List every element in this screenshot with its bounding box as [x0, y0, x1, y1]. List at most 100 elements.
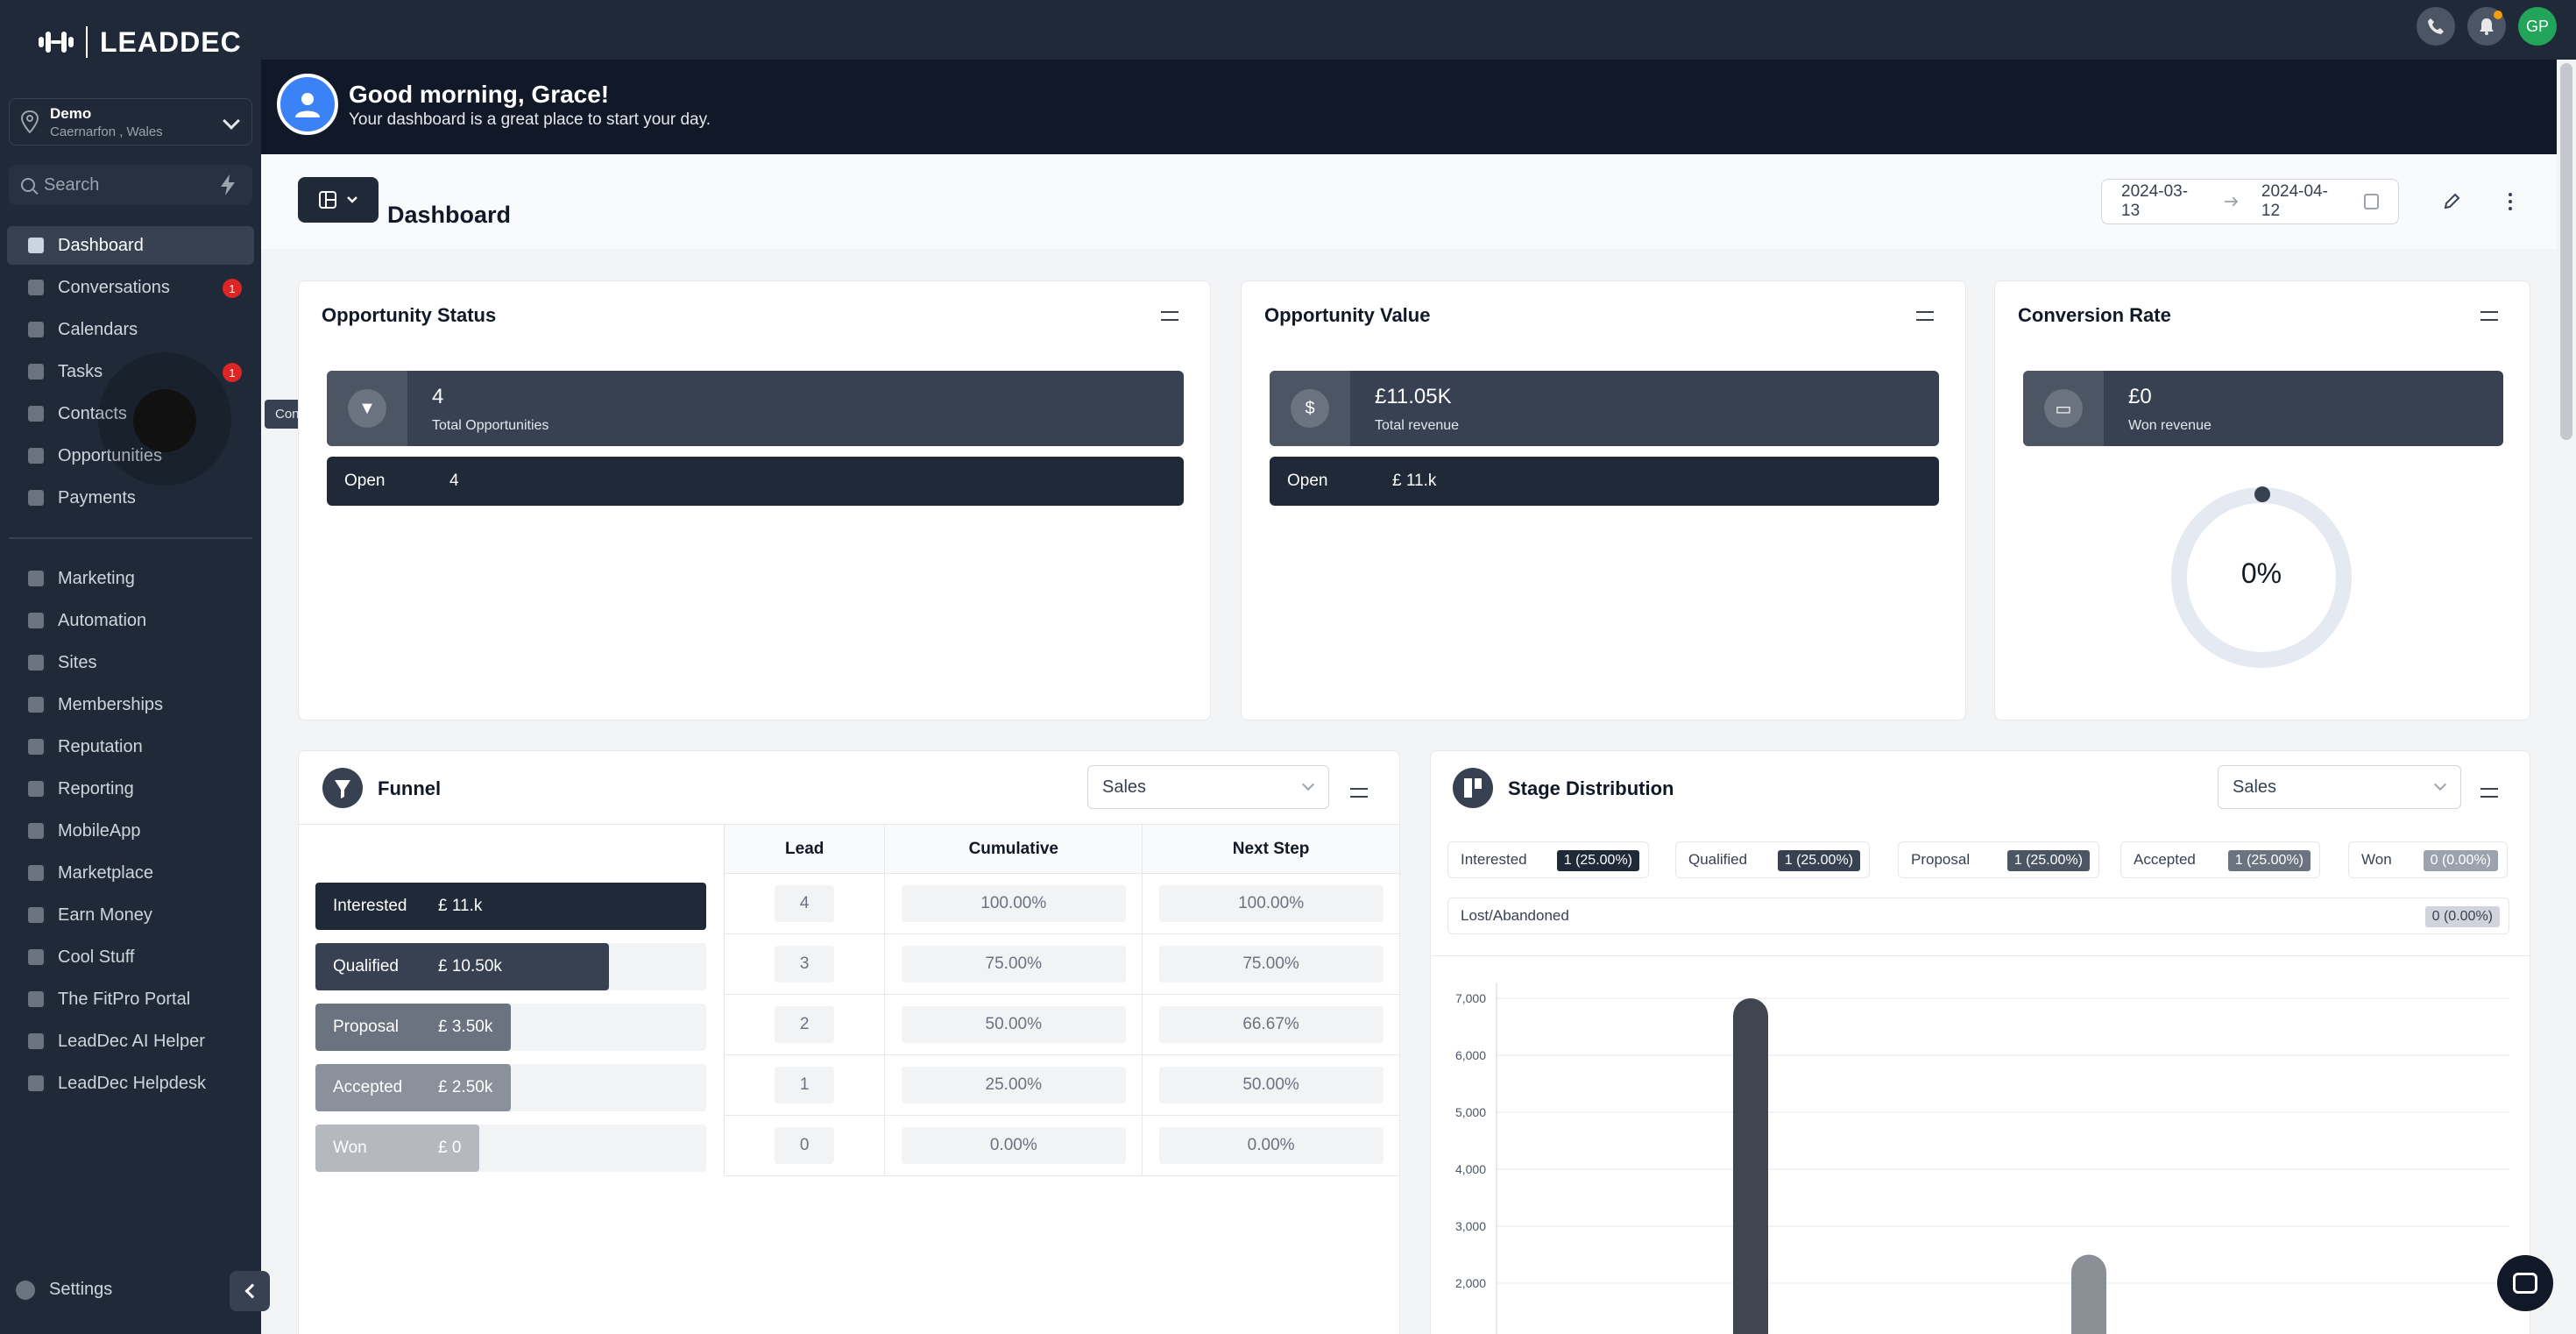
sidebar-item-the-fitpro-portal[interactable]: The FitPro Portal — [7, 980, 254, 1018]
sidebar-item-label: Dashboard — [58, 235, 144, 255]
funnel-icon: ▼ — [348, 389, 386, 428]
row-label: Open — [344, 472, 386, 490]
filter-icon[interactable] — [2480, 311, 2498, 323]
chart-bar[interactable] — [1733, 998, 1768, 1334]
filter-icon[interactable] — [2480, 788, 2498, 800]
mobileapp-icon — [28, 823, 44, 839]
edit-dashboard-button[interactable] — [2436, 186, 2467, 217]
scrollbar-thumb[interactable] — [2560, 63, 2572, 440]
sidebar-item-label: Contacts — [58, 403, 127, 423]
earn-money-icon — [28, 907, 44, 923]
stage-chip-interested[interactable]: Interested 1 (25.00%) — [1447, 841, 1649, 878]
notifications-button[interactable] — [2467, 7, 2506, 46]
sidebar-item-tasks[interactable]: Tasks 1 — [7, 352, 254, 391]
filter-icon[interactable] — [1350, 788, 1368, 800]
chart-bar[interactable] — [2071, 1254, 2106, 1334]
card-title: Stage Distribution — [1508, 777, 1674, 799]
dot-icon — [2509, 207, 2512, 210]
chevron-down-icon — [347, 196, 357, 203]
row-label: Open — [1287, 472, 1328, 490]
sidebar-item-sites[interactable]: Sites — [7, 643, 254, 682]
funnel-bar-proposal[interactable]: Proposal £ 3.50k — [315, 1004, 511, 1051]
collapse-sidebar-button[interactable] — [230, 1271, 270, 1311]
sidebar-item-calendars[interactable]: Calendars — [7, 310, 254, 349]
sidebar-item-mobileapp[interactable]: MobileApp — [7, 812, 254, 850]
sidebar-item-marketing[interactable]: Marketing — [7, 559, 254, 598]
sidebar-item-settings[interactable]: Settings — [16, 1280, 112, 1300]
row-value: £ 11.k — [1392, 472, 1437, 490]
location-switcher[interactable]: Demo Caernarfon , Wales — [9, 98, 252, 145]
brand-logo[interactable]: LEADDEC — [39, 25, 242, 60]
funnel-icon — [322, 768, 363, 808]
sidebar-item-contacts[interactable]: Contacts — [7, 394, 254, 433]
secondary-nav: Marketing Automation Sites Memberships Reput… — [7, 559, 254, 1106]
stage-chip-accepted[interactable]: Accepted 1 (25.00%) — [2120, 841, 2320, 878]
filter-icon[interactable] — [1916, 311, 1934, 323]
funnel-pipeline-select[interactable]: Sales — [1087, 765, 1329, 809]
column-header-next-step: Next Step — [1142, 824, 1400, 874]
sidebar-item-leaddec-helpdesk[interactable]: LeadDec Helpdesk — [7, 1064, 254, 1103]
date-from[interactable]: 2024-03-13 — [2121, 182, 2189, 220]
phone-button[interactable] — [2417, 7, 2455, 46]
sidebar-item-automation[interactable]: Automation — [7, 601, 254, 640]
sidebar-item-label: Earn Money — [58, 905, 152, 925]
phone-icon — [2428, 18, 2444, 34]
table-cell-lead: 1 — [723, 1054, 886, 1116]
stage-name: Qualified — [333, 957, 399, 976]
sidebar-item-leaddec-ai-helper[interactable]: LeadDec AI Helper — [7, 1022, 254, 1061]
stage-name: Proposal — [333, 1018, 399, 1036]
funnel-bar-won[interactable]: Won £ 0 — [315, 1125, 479, 1172]
chip-label: Accepted — [2134, 851, 2196, 868]
sidebar-item-earn-money[interactable]: Earn Money — [7, 896, 254, 934]
stage-name: Interested — [333, 897, 407, 915]
sidebar-item-dashboard[interactable]: Dashboard — [7, 226, 254, 265]
sidebar-item-memberships[interactable]: Memberships — [7, 685, 254, 724]
stage-name: Won — [333, 1139, 367, 1157]
filter-icon[interactable] — [1161, 311, 1178, 323]
sidebar-item-marketplace[interactable]: Marketplace — [7, 854, 254, 892]
sidebar-item-payments[interactable]: Payments — [7, 479, 254, 517]
open-opportunities-row[interactable]: Open 4 — [327, 457, 1184, 506]
leaddec-helpdesk-icon — [28, 1075, 44, 1091]
lead-value: 1 — [775, 1067, 835, 1103]
user-avatar[interactable]: GP — [2518, 7, 2557, 46]
pencil-icon — [2444, 193, 2460, 209]
next-value: 0.00% — [1158, 1127, 1384, 1164]
chat-widget-button[interactable] — [2497, 1255, 2553, 1311]
sidebar-item-cool-stuff[interactable]: Cool Stuff — [7, 938, 254, 976]
stage-chip-proposal[interactable]: Proposal 1 (25.00%) — [1898, 841, 2099, 878]
cumulative-value: 100.00% — [901, 885, 1126, 922]
date-to[interactable]: 2024-04-12 — [2261, 182, 2328, 220]
layout-switcher-button[interactable] — [298, 177, 379, 223]
card-title: Opportunity Status — [322, 304, 497, 326]
sidebar-item-label: Marketing — [58, 568, 135, 588]
table-row: 2 50.00% 66.67% — [723, 994, 1400, 1055]
open-value-row[interactable]: Open £ 11.k — [1270, 457, 1939, 506]
select-value: Sales — [1102, 777, 1147, 797]
opportunity-value-card: Opportunity Value $ £11.05K Total revenu… — [1241, 280, 1966, 720]
date-range-picker[interactable]: 2024-03-13 2024-04-12 — [2101, 179, 2399, 224]
table-cell-lead: 3 — [723, 933, 886, 995]
search-input[interactable] — [44, 174, 210, 195]
stage-chip-lost-abandoned[interactable]: Lost/Abandoned 0 (0.00%) — [1447, 898, 2509, 934]
stage-pipeline-select[interactable]: Sales — [2218, 765, 2461, 809]
primary-nav: Dashboard Conversations 1 Calendars Tasks 1 Co… — [7, 226, 254, 521]
sidebar-item-label: Conversations — [58, 277, 170, 297]
funnel-bar-interested[interactable]: Interested £ 11.k — [315, 883, 706, 930]
sidebar-item-opportunities[interactable]: Opportunities — [7, 436, 254, 475]
funnel-bar-accepted[interactable]: Accepted £ 2.50k — [315, 1064, 511, 1111]
stage-chip-qualified[interactable]: Qualified 1 (25.00%) — [1675, 841, 1870, 878]
layout-icon — [319, 191, 336, 209]
cumulative-value: 75.00% — [901, 946, 1126, 983]
chat-icon — [2513, 1273, 2537, 1294]
sidebar-item-reputation[interactable]: Reputation — [7, 727, 254, 766]
table-cell-next: 66.67% — [1142, 994, 1400, 1055]
lightning-icon[interactable] — [217, 174, 238, 196]
stage-chip-won[interactable]: Won 0 (0.00%) — [2348, 841, 2508, 878]
more-options-button[interactable] — [2497, 186, 2523, 217]
sidebar-item-conversations[interactable]: Conversations 1 — [7, 268, 254, 307]
automation-icon — [28, 613, 44, 628]
chip-count: 1 (25.00%) — [1777, 850, 1860, 871]
funnel-bar-qualified[interactable]: Qualified £ 10.50k — [315, 943, 609, 990]
sidebar-item-reporting[interactable]: Reporting — [7, 770, 254, 808]
